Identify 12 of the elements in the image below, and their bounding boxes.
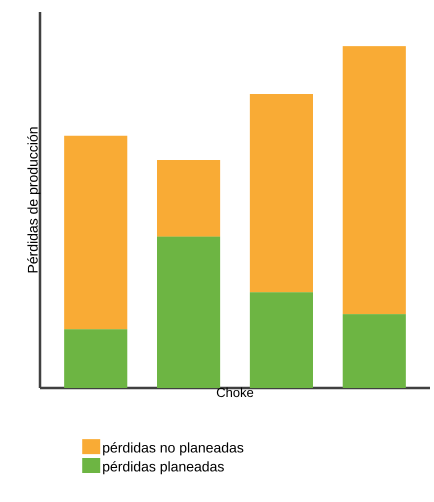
bar <box>64 136 128 330</box>
bar <box>157 236 220 388</box>
bar <box>250 94 313 292</box>
bar <box>250 292 313 388</box>
bar <box>342 314 406 388</box>
bar <box>342 46 406 314</box>
bar <box>64 329 128 388</box>
legend-label: pérdidas planeadas <box>103 461 224 474</box>
y-axis-title: Pérdidas de producción <box>27 127 40 272</box>
x-axis-title: Choke <box>216 388 254 398</box>
legend-label: pérdidas no planeadas <box>103 442 244 456</box>
bar <box>157 160 220 237</box>
